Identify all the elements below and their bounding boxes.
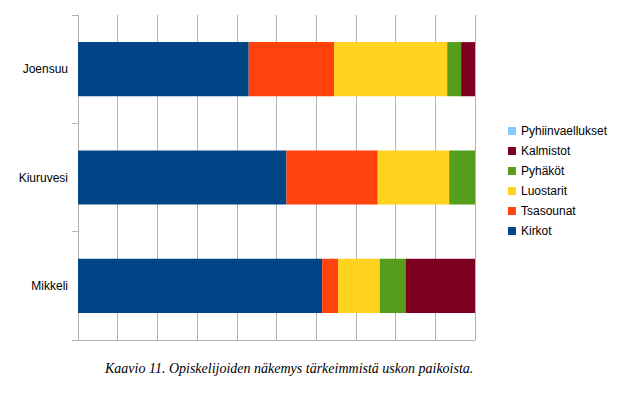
svg-text:Pyhäköt: Pyhäköt bbox=[521, 164, 565, 178]
svg-text:Kiuruvesi: Kiuruvesi bbox=[19, 171, 68, 185]
svg-text:Kalmistot: Kalmistot bbox=[521, 144, 571, 158]
svg-text:Kaavio 11. Opiskelijoiden näke: Kaavio 11. Opiskelijoiden näkemys tärkei… bbox=[104, 361, 473, 376]
svg-text:Kirkot: Kirkot bbox=[521, 224, 552, 238]
svg-text:Tsasounat: Tsasounat bbox=[521, 204, 576, 218]
svg-text:Luostarit: Luostarit bbox=[521, 184, 568, 198]
svg-text:Pyhiinvaellukset: Pyhiinvaellukset bbox=[521, 124, 608, 138]
svg-text:Joensuu: Joensuu bbox=[23, 62, 68, 76]
svg-text:Mikkeli: Mikkeli bbox=[31, 279, 68, 293]
